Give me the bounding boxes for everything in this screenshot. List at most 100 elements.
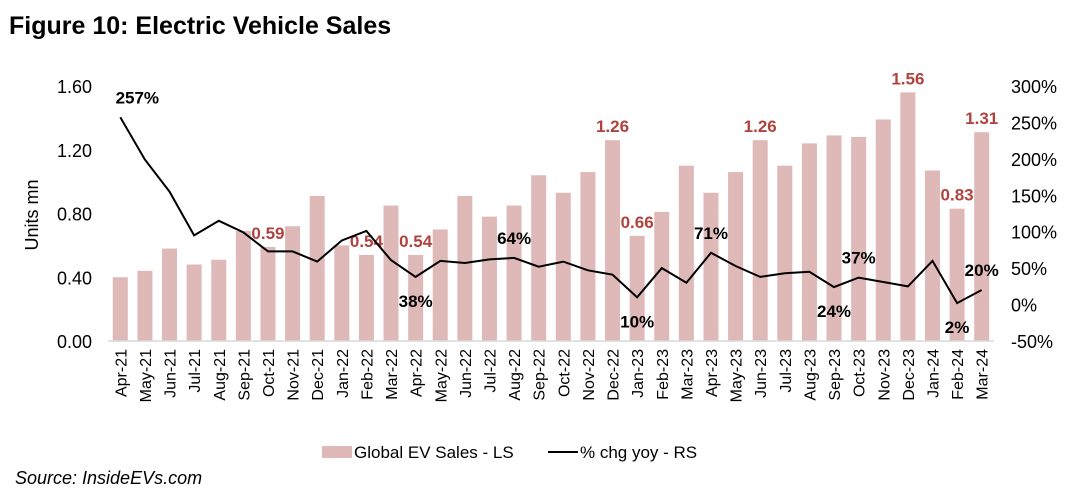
x-tick-label: Aug-22 <box>507 349 524 401</box>
y2-tick-label: -50% <box>1011 332 1053 352</box>
x-tick-label: Nov-23 <box>876 349 893 401</box>
x-tick-label: Nov-22 <box>581 349 598 401</box>
line-data-label: 2% <box>945 318 970 337</box>
bar <box>211 259 227 341</box>
bar <box>457 195 473 341</box>
bar <box>728 172 744 341</box>
x-tick-label: Apr-23 <box>704 349 721 397</box>
source-note: Source: InsideEVs.com <box>15 468 203 488</box>
bar <box>162 248 178 341</box>
x-tick-label: Jun-22 <box>458 349 475 398</box>
bar <box>580 172 596 341</box>
x-tick-label: Dec-23 <box>901 349 918 401</box>
x-tick-label: Jan-24 <box>925 349 942 398</box>
line-data-label: 24% <box>817 302 851 321</box>
y2-tick-label: 250% <box>1011 113 1057 133</box>
y2-tick-label: 150% <box>1011 186 1057 206</box>
bar <box>383 205 399 341</box>
x-tick-label: Jun-21 <box>163 349 180 398</box>
bar-data-label: 1.31 <box>965 109 998 128</box>
x-tick-label: Jul-23 <box>778 349 795 393</box>
line-data-label: 257% <box>116 88 159 107</box>
bar <box>654 211 670 341</box>
bar <box>924 170 940 341</box>
bar <box>481 216 497 341</box>
bar <box>408 254 424 341</box>
bar <box>629 235 645 341</box>
x-tick-label: Oct-23 <box>852 349 869 397</box>
y-tick-label: 1.20 <box>57 141 92 161</box>
x-tick-label: Jul-21 <box>187 349 204 393</box>
yoy-line <box>119 116 983 305</box>
bar <box>531 175 547 341</box>
x-tick-label: Dec-21 <box>310 349 327 401</box>
bar <box>358 254 374 341</box>
bar <box>949 208 965 341</box>
x-tick-label: Dec-22 <box>606 349 623 401</box>
bar <box>703 192 719 341</box>
chart-title: Figure 10: Electric Vehicle Sales <box>9 12 392 40</box>
y2-tick-label: 100% <box>1011 223 1057 243</box>
bar-data-labels: 0.59 0.54 0.54 1.26 0.66 1.26 1.56 0.83 1.31 <box>251 69 998 251</box>
x-tick-label: Nov-21 <box>286 349 303 401</box>
bar <box>334 245 350 341</box>
bar <box>900 92 916 341</box>
x-tick-label: Feb-22 <box>359 349 376 400</box>
line-data-label: 10% <box>620 312 654 331</box>
y2-tick-label: 50% <box>1011 259 1047 279</box>
bar <box>506 205 522 341</box>
x-tick-label: Aug-21 <box>212 349 229 401</box>
x-tick-label: May-23 <box>729 349 746 402</box>
bar <box>678 165 694 341</box>
line-data-label: 71% <box>694 224 728 243</box>
y-axis-label: Units mn <box>22 179 42 250</box>
x-tick-label: Aug-23 <box>802 349 819 401</box>
line-data-label: 20% <box>965 261 999 280</box>
x-tick-label: Feb-23 <box>655 349 672 400</box>
bar <box>875 119 891 341</box>
bar <box>777 165 793 341</box>
line-data-label: 37% <box>842 249 876 268</box>
legend-label-bar: Global EV Sales - LS <box>354 443 514 462</box>
y-tick-label: 1.60 <box>57 77 92 97</box>
bar <box>605 140 621 341</box>
x-tick-label: Sep-22 <box>532 349 549 401</box>
bar-series <box>112 92 990 341</box>
y-tick-label: 0.00 <box>57 332 92 352</box>
bar <box>826 135 842 341</box>
bar-data-label: 1.26 <box>744 117 777 136</box>
bar <box>309 195 325 341</box>
bar <box>285 226 301 341</box>
x-tick-label: Jul-22 <box>482 349 499 393</box>
legend-label-line: % chg yoy - RS <box>580 443 697 462</box>
x-axis-ticks: Apr-21 May-21 Jun-21 Jul-21 Aug-21 Sep-21 Oct-… <box>113 349 991 402</box>
legend: Global EV Sales - LS % chg yoy - RS <box>322 443 697 462</box>
x-tick-label: Apr-22 <box>409 349 426 397</box>
line-data-label: 38% <box>399 292 433 311</box>
bar <box>801 143 817 341</box>
legend-swatch-bar <box>322 446 352 458</box>
bar-data-label: 1.26 <box>596 117 629 136</box>
bar <box>260 246 276 341</box>
x-tick-label: Oct-22 <box>556 349 573 397</box>
x-tick-label: Oct-21 <box>261 349 278 397</box>
y-tick-label: 0.80 <box>57 205 92 225</box>
bar-data-label: 0.54 <box>399 232 433 251</box>
x-tick-label: May-21 <box>138 349 155 402</box>
x-tick-label: Sep-23 <box>827 349 844 401</box>
bar <box>112 277 128 341</box>
bar-data-label: 0.59 <box>251 224 284 243</box>
x-tick-label: Mar-24 <box>975 349 992 400</box>
bar-data-label: 1.56 <box>891 69 924 88</box>
x-tick-label: Sep-21 <box>236 349 253 401</box>
bar <box>752 140 768 341</box>
x-tick-label: Mar-23 <box>679 349 696 400</box>
x-tick-label: Mar-22 <box>384 349 401 400</box>
x-tick-label: Jan-23 <box>630 349 647 398</box>
bar-data-label: 0.66 <box>621 213 654 232</box>
bar <box>851 137 867 341</box>
bar <box>555 192 571 341</box>
y2-tick-label: 300% <box>1011 77 1057 97</box>
x-tick-label: Feb-24 <box>950 349 967 400</box>
